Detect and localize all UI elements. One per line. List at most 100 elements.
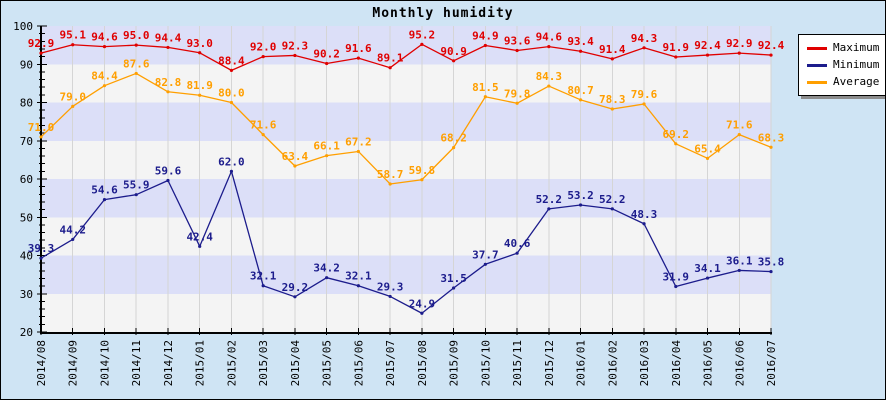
maximum-data-point (452, 59, 456, 63)
y-axis-label: 100 (13, 20, 33, 33)
maximum-value-label: 90.2 (313, 47, 340, 60)
minimum-data-point (71, 237, 75, 242)
maximum-data-point (483, 43, 487, 48)
x-axis-label: 2014/10 (98, 340, 111, 386)
x-axis-label: 2015/01 (194, 340, 207, 386)
average-data-point (420, 178, 424, 182)
minimum-value-label: 62.0 (218, 155, 245, 168)
maximum-value-label: 91.6 (345, 42, 372, 55)
minimum-data-point (356, 284, 360, 288)
maximum-value-label: 88.4 (218, 54, 245, 67)
maximum-data-point (769, 53, 773, 57)
maximum-value-label: 95.0 (123, 29, 150, 42)
average-value-label: 68.2 (440, 132, 467, 145)
average-data-point (578, 98, 583, 102)
average-data-point (674, 142, 678, 146)
minimum-value-label: 34.1 (694, 262, 721, 275)
minimum-value-label: 44.2 (59, 223, 86, 236)
minimum-data-point (483, 262, 487, 266)
maximum-value-label: 91.9 (663, 41, 690, 54)
x-axis-label: 2015/11 (511, 340, 524, 386)
average-value-label: 81.9 (186, 79, 213, 92)
maximum-data-point (134, 43, 138, 47)
maximum-value-label: 94.6 (91, 31, 118, 44)
average-data-point (705, 156, 710, 160)
minimum-data-point (293, 295, 297, 299)
legend-item-maximum: Maximum (807, 42, 879, 54)
x-axis-label: 2016/06 (733, 340, 746, 386)
average-data-point (642, 102, 646, 106)
average-value-label: 80.0 (218, 87, 245, 100)
x-axis-label: 2014/09 (67, 340, 80, 386)
plot-band (41, 102, 771, 141)
average-value-label: 69.2 (663, 128, 690, 141)
minimum-value-label: 48.3 (631, 208, 658, 221)
y-axis-label: 50 (20, 211, 33, 224)
maximum-data-point (102, 45, 107, 49)
average-value-label: 71.0 (28, 121, 55, 134)
x-axis-label: 2015/09 (448, 340, 461, 386)
x-axis-label: 2016/01 (575, 340, 588, 386)
maximum-value-label: 95.1 (59, 29, 86, 42)
plot-band (41, 64, 771, 103)
maximum-value-label: 94.4 (155, 31, 182, 44)
maximum-value-label: 93.6 (504, 34, 531, 47)
x-axis-label: 2016/02 (606, 340, 619, 386)
minimum-data-point (229, 169, 234, 173)
average-value-label: 63.4 (282, 150, 309, 163)
minimum-data-point (452, 286, 456, 290)
x-axis-label: 2015/02 (225, 340, 238, 386)
average-data-point (515, 101, 519, 105)
average-value-label: 71.6 (726, 119, 753, 132)
minimum-value-label: 52.2 (536, 193, 563, 206)
maximum-data-point (515, 48, 519, 53)
x-axis-label: 2015/04 (289, 340, 302, 387)
x-axis-label: 2015/07 (384, 340, 397, 386)
average-data-point (71, 104, 75, 108)
minimum-data-point (769, 269, 773, 274)
average-data-point (769, 145, 773, 149)
maximum-data-point (293, 53, 297, 58)
maximum-value-label: 93.4 (567, 35, 594, 48)
average-data-point (547, 84, 551, 88)
plot-band (41, 26, 771, 65)
x-axis-label: 2016/03 (638, 340, 651, 386)
maximum-data-point (325, 61, 329, 66)
minimum-data-point (642, 222, 646, 226)
maximum-data-point (420, 42, 424, 46)
minimum-value-label: 31.9 (663, 270, 690, 283)
maximum-data-point (229, 68, 234, 72)
minimum-data-point (102, 198, 107, 202)
y-axis-label: 30 (20, 288, 33, 301)
y-axis-label: 20 (20, 326, 33, 339)
legend-item-average: Average (807, 76, 879, 88)
maximum-value-label: 89.1 (377, 52, 404, 65)
maximum-value-label: 91.4 (599, 43, 626, 56)
maximum-data-point (261, 55, 265, 59)
maximum-data-point (166, 45, 170, 50)
minimum-data-point (674, 284, 678, 289)
average-value-label: 87.6 (123, 57, 150, 70)
average-value-label: 67.2 (345, 135, 372, 148)
minimum-value-label: 39.3 (28, 242, 55, 255)
average-value-label: 59.8 (409, 164, 436, 177)
average-line (40, 72, 772, 185)
x-axis-label: 2015/08 (416, 340, 429, 386)
minimum-data-point (420, 311, 424, 315)
minimum-data-point (39, 256, 43, 260)
minimum-data-point (198, 244, 202, 248)
average-value-label: 80.7 (567, 84, 594, 97)
minimum-value-label: 40.6 (504, 237, 531, 250)
average-value-label: 79.0 (59, 90, 86, 103)
maximum-data-point (578, 49, 583, 53)
maximum-data-point (642, 46, 646, 50)
minimum-data-point (166, 178, 170, 183)
minimum-line (40, 170, 772, 314)
average-data-point (388, 182, 392, 186)
average-data-point (102, 84, 107, 88)
average-data-point (229, 100, 234, 105)
x-axis (40, 332, 772, 334)
maximum-value-label: 92.3 (282, 39, 309, 52)
minimum-value-label: 59.6 (155, 165, 182, 178)
